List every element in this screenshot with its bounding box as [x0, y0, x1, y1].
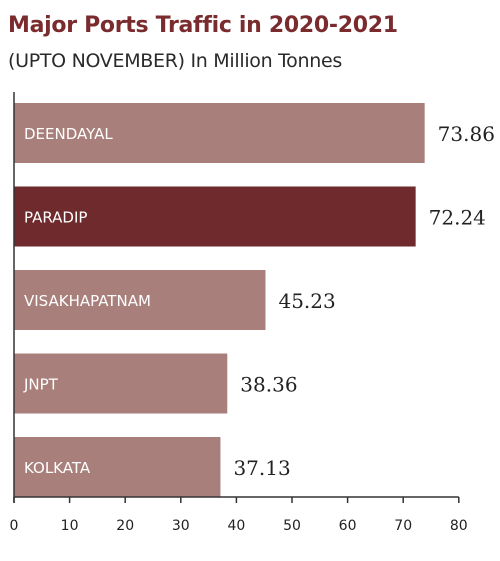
chart-subtitle: (UPTO NOVEMBER) In Million Tonnes	[8, 50, 342, 72]
category-label: JNPT	[23, 376, 59, 394]
x-tick-label: 10	[61, 518, 79, 534]
category-label: PARADIP	[24, 209, 87, 227]
chart-title: Major Ports Traffic in 2020-2021	[8, 13, 398, 38]
x-tick-label: 20	[116, 518, 134, 534]
category-label: DEENDAYAL	[24, 125, 113, 143]
bar-jnpt	[14, 353, 228, 414]
value-label: 73.86	[438, 122, 495, 146]
bar-kolkata	[14, 437, 221, 497]
x-tick-label: 50	[283, 518, 301, 534]
x-tick-label: 40	[227, 518, 245, 534]
x-tick-label: 70	[394, 518, 412, 534]
x-tick-label: 30	[172, 518, 190, 534]
bar-deendayal	[14, 103, 425, 163]
x-tick-label: 60	[339, 518, 357, 534]
category-label: VISAKHAPATNAM	[24, 292, 151, 310]
bar-visakhapatnam	[14, 270, 266, 330]
category-label: KOLKATA	[24, 459, 91, 477]
x-tick-label: 80	[450, 518, 468, 534]
bar-paradip	[14, 186, 416, 247]
x-tick-label: 0	[10, 518, 19, 534]
value-label: 38.36	[240, 373, 297, 397]
value-label: 45.23	[278, 289, 335, 313]
value-label: 72.24	[429, 206, 486, 230]
value-label: 37.13	[233, 456, 290, 480]
